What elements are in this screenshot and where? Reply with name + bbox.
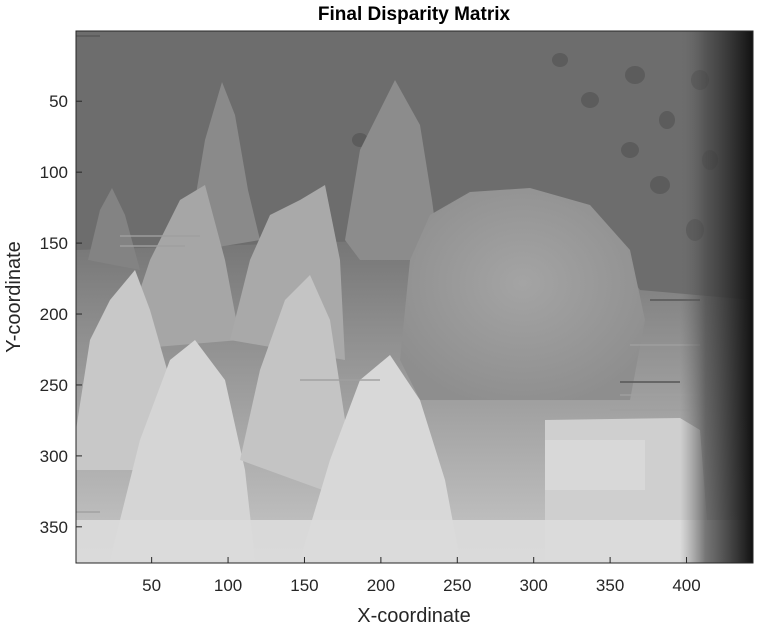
- x-axis: 50 100 150 200 250 300 350 400: [142, 557, 701, 595]
- x-tick-label: 50: [142, 576, 161, 595]
- y-axis-label: Y-coordinate: [3, 241, 25, 353]
- y-axis: 50 100 150 200 250 300 350: [40, 92, 82, 537]
- x-tick-label: 100: [214, 576, 242, 595]
- front-cone-mid: [240, 275, 350, 500]
- floor-strip: [76, 520, 753, 563]
- plot-frame: [75, 30, 754, 564]
- y-tick-label: 150: [40, 234, 68, 253]
- upper-peak-center: [345, 80, 440, 260]
- x-tick-label: 350: [596, 576, 624, 595]
- y-tick-label: 350: [40, 518, 68, 537]
- x-tick-label: 400: [672, 576, 700, 595]
- front-cone-left: [110, 340, 255, 560]
- y-tick-label: 200: [40, 305, 68, 324]
- x-tick-label: 150: [290, 576, 318, 595]
- front-cone-center: [300, 355, 460, 560]
- x-axis-label: X-coordinate: [357, 605, 470, 627]
- right-edge-fade: [680, 31, 753, 563]
- disparity-image: [76, 31, 753, 563]
- y-tick-label: 50: [49, 92, 68, 111]
- upper-peak-far-left: [88, 188, 140, 270]
- mid-cone-left: [120, 185, 240, 350]
- dome: [400, 188, 645, 400]
- y-tick-label: 300: [40, 447, 68, 466]
- x-tick-label: 200: [367, 576, 395, 595]
- x-tick-label: 250: [443, 576, 471, 595]
- y-tick-label: 250: [40, 376, 68, 395]
- x-tick-label: 300: [520, 576, 548, 595]
- chart-title: Final Disparity Matrix: [318, 4, 511, 25]
- lower-right-block: [545, 440, 645, 490]
- y-tick-label: 100: [40, 163, 68, 182]
